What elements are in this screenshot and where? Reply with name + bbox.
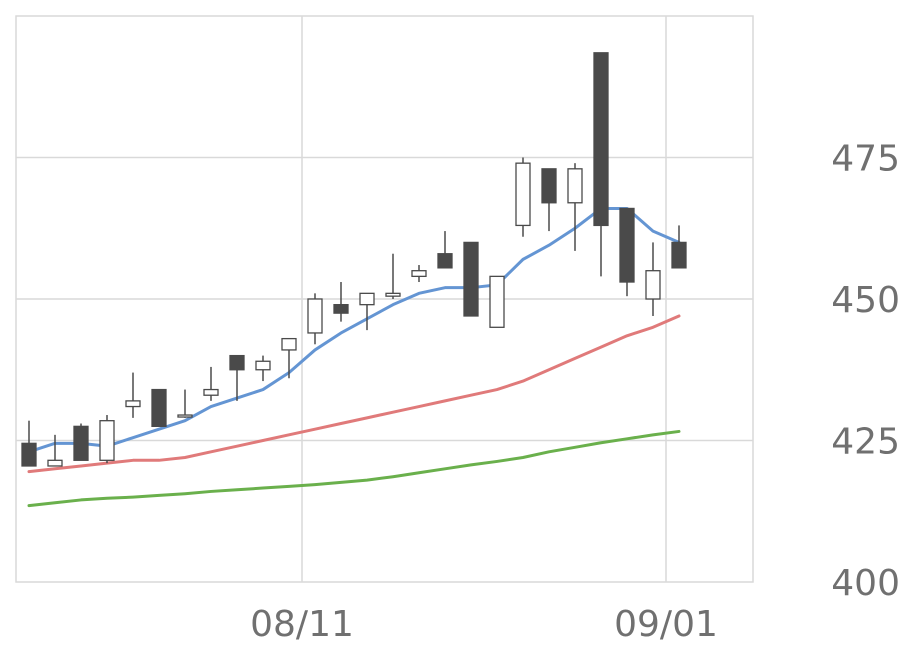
- candle-body-down: [619, 207, 635, 283]
- candle-body-up: [307, 298, 323, 334]
- candle: [671, 225, 687, 269]
- candle-body-up: [359, 292, 375, 306]
- candle-body-down: [541, 168, 557, 204]
- candle: [125, 372, 141, 418]
- candle: [437, 231, 453, 269]
- candle-body-up: [177, 414, 193, 418]
- candle-body-down: [671, 241, 687, 269]
- y-tick-label: 425: [831, 422, 900, 463]
- candle-body-up: [385, 292, 401, 297]
- moving-average-line-2: [27, 314, 681, 474]
- candle: [99, 415, 115, 464]
- y-tick-label: 400: [831, 563, 900, 604]
- candle: [307, 293, 323, 345]
- candle-body-up: [255, 360, 271, 371]
- candle-body-down: [437, 253, 453, 269]
- candle: [203, 366, 219, 401]
- candle: [645, 242, 661, 316]
- candle-body-up: [47, 459, 63, 467]
- candle: [541, 168, 557, 232]
- y-tick-label: 475: [831, 139, 900, 180]
- candle-body-up: [489, 275, 505, 328]
- candle: [255, 355, 271, 382]
- candle: [619, 207, 635, 297]
- candle-body-down: [463, 241, 479, 317]
- candle: [281, 337, 297, 379]
- moving-average-line-3: [27, 429, 681, 508]
- candle: [151, 388, 167, 427]
- candle: [567, 163, 583, 251]
- moving-average-line-1: [27, 206, 681, 454]
- candle: [489, 275, 505, 328]
- candle-body-up: [125, 400, 141, 408]
- grid-layer: [15, 15, 754, 583]
- candle: [385, 253, 401, 299]
- y-tick-label: 450: [831, 280, 900, 321]
- candle-body-up: [515, 162, 531, 227]
- candle-body-down: [73, 425, 89, 461]
- x-tick-label: 09/01: [614, 604, 718, 645]
- candle-body-up: [203, 388, 219, 396]
- candle-body-up: [567, 168, 583, 204]
- candle-body-up: [281, 337, 297, 351]
- candle: [229, 354, 245, 401]
- candle: [333, 282, 349, 322]
- candle-body-up: [411, 270, 427, 278]
- candle: [177, 389, 193, 418]
- candle-body-up: [99, 420, 115, 461]
- candle: [463, 241, 479, 317]
- x-tick-label: 08/11: [250, 604, 354, 645]
- candle: [73, 423, 89, 461]
- candle: [359, 292, 375, 331]
- candle: [47, 434, 63, 467]
- candle-body-up: [645, 270, 661, 300]
- candle-body-down: [21, 442, 37, 467]
- candlestick-layer: [21, 52, 687, 467]
- candle: [593, 52, 609, 277]
- candle: [411, 265, 427, 283]
- candle-body-down: [229, 354, 245, 371]
- candle: [21, 420, 37, 467]
- axis-labels: 400 425 450 475 08/11 09/01: [250, 139, 900, 646]
- candle: [515, 157, 531, 237]
- candle-body-down: [151, 388, 167, 427]
- candle-body-down: [593, 52, 609, 227]
- moving-average-lines: [27, 206, 681, 508]
- candle-body-down: [333, 304, 349, 314]
